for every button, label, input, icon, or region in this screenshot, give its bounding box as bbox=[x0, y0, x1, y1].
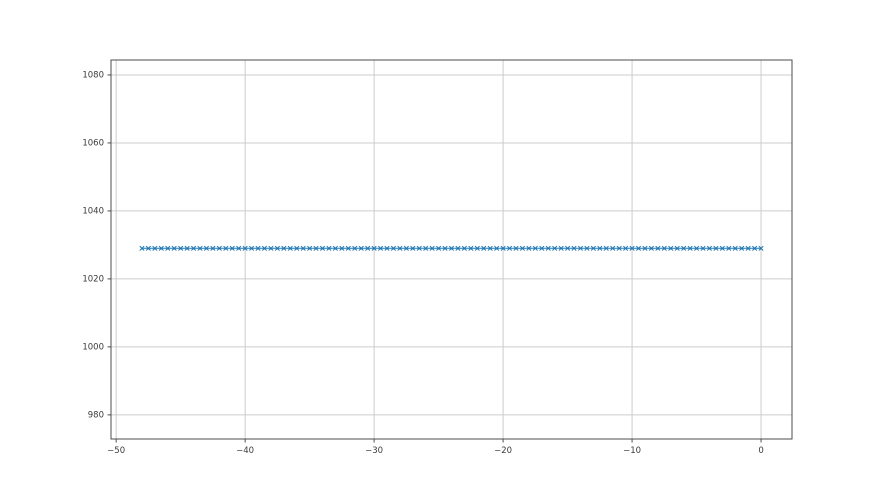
y-tick-label: 980 bbox=[88, 411, 104, 421]
y-tick-label: 1060 bbox=[82, 139, 104, 149]
tick-marks bbox=[107, 74, 762, 443]
y-tick-label: 1020 bbox=[82, 275, 104, 285]
y-axis-tick-labels: 980 1000 1020 1040 1060 1080 bbox=[82, 71, 104, 421]
y-tick-label: 1080 bbox=[82, 71, 104, 81]
data-series-series-1 bbox=[139, 245, 764, 251]
y-tick-label: 1000 bbox=[82, 343, 104, 353]
series-markers bbox=[139, 245, 764, 251]
x-tick-label: −50 bbox=[107, 446, 125, 456]
plot-spines bbox=[110, 59, 793, 440]
x-tick-label: 0 bbox=[758, 446, 763, 456]
x-tick-label: −30 bbox=[365, 446, 383, 456]
y-tick-label: 1040 bbox=[82, 207, 104, 217]
x-tick-label: −10 bbox=[623, 446, 641, 456]
x-tick-label: −40 bbox=[236, 446, 254, 456]
x-tick-label: −20 bbox=[494, 446, 512, 456]
x-axis-tick-labels: −50 −40 −30 −20 −10 0 bbox=[107, 446, 764, 456]
gridlines bbox=[111, 60, 792, 439]
